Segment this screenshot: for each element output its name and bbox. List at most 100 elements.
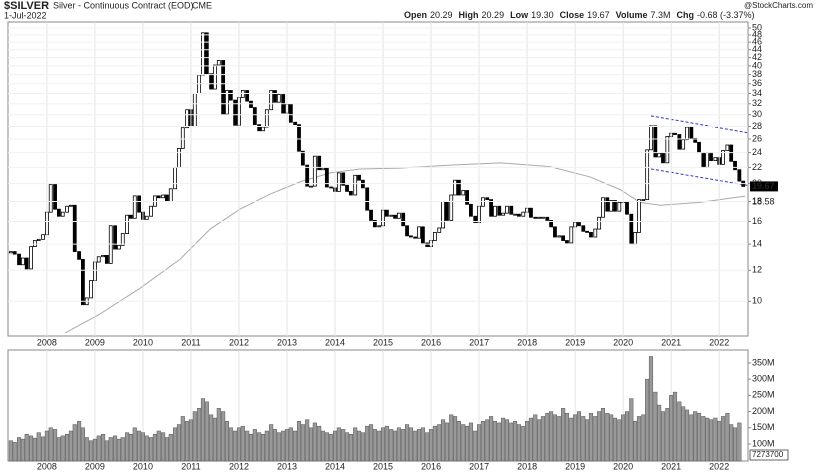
volume-bar: [281, 430, 286, 462]
candle-body: [209, 73, 214, 90]
volume-bar: [525, 421, 530, 462]
candle-body: [20, 257, 25, 266]
candle-body: [341, 172, 346, 186]
y-tick-label: 50: [752, 22, 762, 32]
volume-bar: [216, 408, 221, 462]
volume-bar: [624, 411, 630, 462]
volume-bar: [581, 416, 586, 462]
candle-body: [713, 157, 718, 161]
x-tick-label: 2012: [229, 337, 249, 347]
candle-body: [665, 136, 670, 164]
volume-bar: [696, 412, 702, 462]
candle-body: [625, 201, 629, 215]
candle-body: [401, 212, 406, 227]
volume-bar: [360, 432, 365, 462]
candle-body: [641, 199, 646, 201]
volume-bar: [104, 440, 109, 462]
volume-bar: [80, 427, 85, 462]
volume-bar: [365, 425, 370, 462]
volume-bar: [441, 419, 446, 462]
volume-bar: [257, 432, 262, 462]
volume-bar: [56, 437, 61, 462]
volume-bar: [501, 417, 506, 462]
candle-body: [445, 201, 449, 221]
volume-bar: [684, 409, 690, 462]
candle-body: [192, 93, 197, 127]
volume-bar: [252, 429, 257, 462]
volume-bar: [689, 414, 694, 462]
volume-bar: [564, 412, 570, 462]
x-tick-label: 2018: [517, 461, 537, 471]
volume-bar: [276, 432, 281, 462]
candle-body: [461, 190, 466, 196]
x-tick-label: 2011: [181, 461, 200, 471]
candle-body: [81, 258, 85, 306]
candle-body: [521, 211, 526, 217]
instrument-name: Silver - Continuous Contract (EOD): [53, 0, 194, 10]
candle-body: [593, 228, 598, 238]
y-tick-label: 48: [752, 29, 762, 39]
volume-bar: [92, 438, 97, 462]
candle-body: [569, 226, 574, 244]
volume-bar: [224, 421, 230, 462]
volume-bar: [260, 434, 266, 462]
volume-bar: [465, 425, 470, 462]
volume-bar: [72, 424, 77, 462]
candle-body: [377, 225, 382, 228]
candle-body: [24, 257, 29, 270]
x-tick-label: 2019: [565, 337, 585, 347]
candle-body: [149, 205, 154, 217]
volume-bar: [621, 414, 626, 462]
y-tick-label: 42: [752, 52, 762, 62]
candle-body: [733, 160, 737, 171]
volume-bar: [204, 401, 209, 462]
volume-bar: [200, 398, 206, 462]
volume-bar: [344, 432, 350, 462]
candle-body: [276, 94, 281, 103]
candle-body: [629, 213, 634, 245]
price-panel: [7, 21, 749, 337]
candle-body: [65, 205, 69, 213]
candle-body: [113, 225, 117, 250]
candle-body: [228, 90, 233, 101]
x-tick-label: 2008: [37, 461, 57, 471]
volume-bar: [413, 430, 418, 462]
candle-body: [357, 174, 361, 181]
candle-body: [585, 230, 590, 233]
volume-bar: [228, 427, 233, 462]
candle-body: [693, 137, 698, 143]
volume-bar: [212, 417, 218, 462]
candle-body: [336, 172, 341, 192]
volume-bar: [113, 435, 118, 462]
volume-bar: [561, 408, 566, 462]
candle-body: [77, 251, 81, 260]
y-tick-label: 36: [752, 78, 762, 88]
candle-body: [216, 60, 221, 66]
volume-bar: [348, 434, 353, 462]
volume-bar: [492, 421, 497, 462]
volume-bar: [356, 430, 362, 462]
volume-tick-label: 200M: [752, 406, 775, 416]
stat-value: 19.30: [531, 10, 554, 20]
volume-bar: [504, 419, 509, 462]
volume-bar: [657, 404, 662, 462]
candle-body: [264, 109, 269, 128]
candle-body: [12, 251, 17, 255]
volume-bar: [605, 412, 610, 462]
candle-body: [48, 184, 53, 213]
stat-value: -0.68 (-3.37%): [697, 10, 755, 20]
candle-body: [437, 227, 442, 233]
volume-bar: [549, 411, 554, 462]
candle-body: [705, 152, 710, 168]
volume-bar: [720, 416, 726, 462]
candle-body: [240, 90, 245, 98]
candle-body: [533, 216, 538, 219]
candle-body: [701, 152, 706, 168]
volume-bar: [264, 430, 269, 462]
candle-body: [465, 190, 469, 205]
volume-bar: [588, 412, 594, 462]
volume-bar: [516, 424, 521, 462]
candle-body: [449, 194, 454, 221]
volume-bar: [368, 424, 374, 462]
volume-bar: [633, 421, 638, 462]
